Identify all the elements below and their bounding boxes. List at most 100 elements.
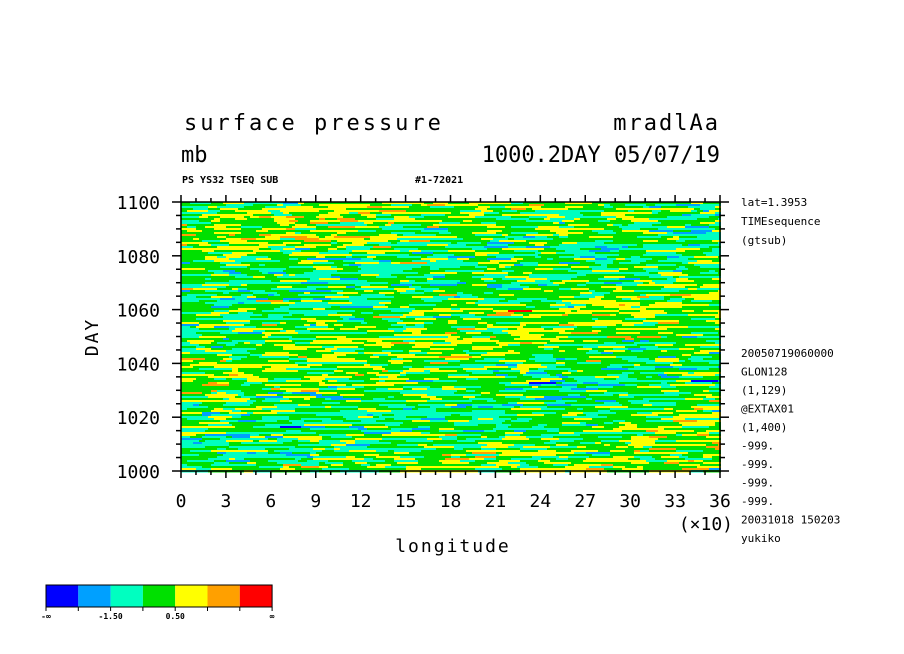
heatmap-cell [226,336,247,339]
heatmap-cell [340,252,349,255]
heatmap-cell [226,324,244,327]
heatmap-cell [388,364,412,367]
heatmap-cell [679,394,694,397]
heatmap-cell [571,266,589,269]
heatmap-cell [679,422,706,425]
heatmap-cell [685,238,706,241]
heatmap-cell [283,434,304,437]
heatmap-cell [451,242,457,245]
heatmap-cell [181,378,196,381]
heatmap-cell [376,230,397,233]
heatmap-cell [223,404,250,407]
heatmap-cell [481,356,508,359]
heatmap-cell [463,292,484,295]
heatmap-cell [535,356,553,359]
heatmap-cell [589,416,607,419]
heatmap-cell [292,256,316,259]
heatmap-cell [646,362,652,365]
heatmap-cell [466,436,481,439]
heatmap-cell [391,410,403,413]
heatmap-cell [346,204,355,207]
heatmap-cell [706,430,721,433]
heatmap-cell [526,422,535,425]
heatmap-cell [532,426,544,429]
heatmap-cell [319,422,340,425]
heatmap-cell [334,456,346,459]
heatmap-cell [583,340,598,343]
heatmap-cell [238,464,256,467]
heatmap-cell [250,226,262,229]
heatmap-cell [181,390,196,393]
heatmap-cell [331,436,352,439]
heatmap-cell [382,266,409,269]
heatmap-cell [307,320,325,323]
heatmap-cell [355,226,379,229]
heatmap-cell [415,406,430,409]
heatmap-cell [418,426,430,429]
heatmap-cell [463,260,490,263]
heatmap-cell [202,284,229,287]
heatmap-cell [283,464,301,467]
heatmap-cell [409,264,427,267]
heatmap-cell [454,366,469,369]
heatmap-cell [364,394,370,397]
heatmap-cell [379,260,391,263]
heatmap-cell [340,332,367,335]
heatmap-cell [487,414,499,417]
heatmap-cell [289,210,301,213]
heatmap-cell [367,340,382,343]
heatmap-cell [508,342,520,345]
heatmap-cell [256,406,277,409]
heatmap-cell [673,232,697,235]
heatmap-cell [574,226,589,229]
heatmap-cell [592,326,607,329]
heatmap-cell [565,380,577,383]
heatmap-cell [388,236,415,239]
heatmap-cell [334,310,355,313]
heatmap-cell [349,468,376,471]
heatmap-cell [325,398,331,401]
heatmap-cell [709,338,721,341]
heatmap-cell [358,406,364,409]
heatmap-cell [523,288,541,291]
heatmap-cell [529,292,553,295]
heatmap-cell [598,372,622,375]
heatmap-cell [391,428,412,431]
heatmap-cell [352,376,379,379]
heatmap-cell [211,278,226,281]
heatmap-cell [238,254,247,257]
heatmap-cell [313,266,331,269]
heatmap-cell [673,408,694,411]
heatmap-cell [304,202,316,205]
heatmap-cell [331,438,355,441]
heatmap-cell [547,236,559,239]
heatmap-cell [607,218,616,221]
heatmap-cell [478,300,499,303]
heatmap-cell [253,294,268,297]
heatmap-cell [232,314,256,317]
heatmap-cell [511,268,535,271]
side-info-line: GLON128 [741,366,787,379]
heatmap-cell [262,310,277,313]
heatmap-cell [625,318,646,321]
heatmap-cell [211,296,232,299]
x-tick-label: 21 [485,491,507,512]
heatmap-cell [397,264,403,267]
heatmap-cell [649,450,676,453]
heatmap-cell [520,336,541,339]
heatmap-cell [445,404,457,407]
heatmap-cell [355,268,361,271]
heatmap-cell [562,228,583,231]
heatmap-cell [391,298,415,301]
heatmap-cell [703,400,709,403]
heatmap-cell [637,244,643,247]
heatmap-cell [349,344,364,347]
heatmap-cell [697,288,721,291]
heatmap-cell [667,232,673,235]
heatmap-cell [343,244,364,247]
heatmap-cell [667,238,673,241]
heatmap-cell [310,222,328,225]
heatmap-cell [424,290,433,293]
heatmap-cell [676,450,703,453]
heatmap-cell [520,372,526,375]
